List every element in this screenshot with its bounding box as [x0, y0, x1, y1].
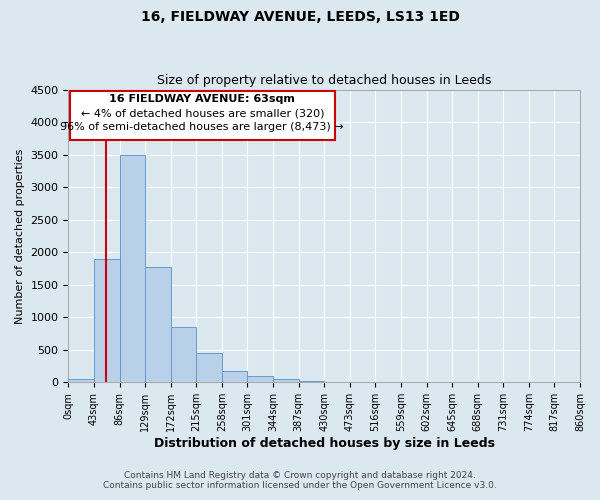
- Text: 96% of semi-detached houses are larger (8,473) →: 96% of semi-detached houses are larger (…: [61, 122, 344, 132]
- Bar: [273, 379, 299, 382]
- Bar: [119, 154, 145, 382]
- Bar: [222, 371, 247, 382]
- Text: 16 FIELDWAY AVENUE: 63sqm: 16 FIELDWAY AVENUE: 63sqm: [109, 94, 295, 104]
- Bar: [145, 266, 171, 382]
- Y-axis label: Number of detached properties: Number of detached properties: [15, 148, 25, 324]
- Bar: [299, 380, 324, 382]
- Title: Size of property relative to detached houses in Leeds: Size of property relative to detached ho…: [157, 74, 491, 87]
- Bar: [68, 379, 94, 382]
- Bar: [171, 327, 196, 382]
- Bar: [70, 91, 335, 140]
- Bar: [196, 353, 222, 382]
- Text: ← 4% of detached houses are smaller (320): ← 4% of detached houses are smaller (320…: [80, 108, 324, 118]
- Text: Contains HM Land Registry data © Crown copyright and database right 2024.
Contai: Contains HM Land Registry data © Crown c…: [103, 470, 497, 490]
- Text: 16, FIELDWAY AVENUE, LEEDS, LS13 1ED: 16, FIELDWAY AVENUE, LEEDS, LS13 1ED: [140, 10, 460, 24]
- X-axis label: Distribution of detached houses by size in Leeds: Distribution of detached houses by size …: [154, 437, 495, 450]
- Bar: [94, 258, 119, 382]
- Bar: [247, 376, 273, 382]
